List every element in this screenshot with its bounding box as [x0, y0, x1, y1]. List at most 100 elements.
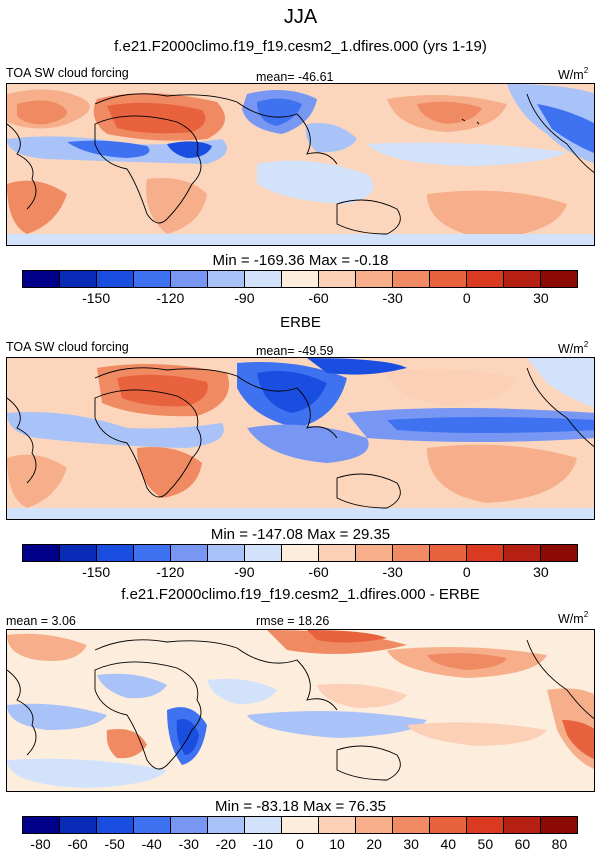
colorbar-segment [97, 817, 134, 833]
colorbar-tick-label: -60 [308, 564, 329, 580]
colorbar-tick-label: -120 [156, 290, 185, 306]
colorbar-tick-label: -10 [252, 836, 274, 852]
panel1-mean-label: mean= -46.61 [256, 70, 334, 84]
colorbar-segment [541, 271, 577, 287]
colorbar-tick-label: -30 [382, 564, 403, 580]
panel1-colorbar [22, 270, 578, 288]
colorbar-segment [430, 817, 467, 833]
colorbar-tick-label: -80 [30, 836, 51, 852]
panel2-colorbar [22, 544, 578, 562]
panel2-variable-label: TOA SW cloud forcing [6, 340, 129, 354]
colorbar-segment [245, 817, 282, 833]
colorbar-segment [319, 271, 356, 287]
colorbar-tick-label: -30 [178, 836, 199, 852]
colorbar-segment [356, 271, 393, 287]
panel3-map [6, 629, 595, 792]
colorbar-segment [134, 271, 171, 287]
colorbar-tick-label: -150 [82, 290, 111, 306]
colorbar-tick-label: 0 [462, 564, 471, 580]
panel1-units: W/m2 [558, 66, 589, 82]
panel2-case-title: ERBE [280, 314, 321, 331]
colorbar-segment [60, 545, 97, 561]
colorbar-segment [504, 545, 541, 561]
colorbar-tick-label: 10 [329, 836, 345, 852]
colorbar-tick-label: -150 [82, 564, 111, 580]
panel2-map [6, 357, 595, 520]
panel2-mean-label: mean= -49.59 [256, 344, 334, 358]
colorbar-segment [60, 817, 97, 833]
colorbar-tick-label: 80 [551, 836, 568, 852]
panel3-contours [7, 630, 594, 788]
colorbar-tick-label: -30 [382, 290, 403, 306]
colorbar-segment [208, 545, 245, 561]
panel3-coastlines [7, 639, 594, 781]
season-title: JJA [283, 6, 318, 28]
panel2-contours [7, 358, 594, 519]
colorbar-tick-label: 0 [462, 290, 471, 306]
colorbar-segment [319, 817, 356, 833]
panel1-contours [7, 84, 594, 245]
colorbar-segment [23, 271, 60, 287]
colorbar-tick-label: 0 [296, 836, 304, 852]
panel3-colorbar [22, 816, 578, 834]
colorbar-segment [467, 271, 504, 287]
colorbar-tick-label: -50 [104, 836, 125, 852]
colorbar-segment [467, 545, 504, 561]
colorbar-segment [393, 271, 430, 287]
colorbar-segment [356, 545, 393, 561]
colorbar-segment [171, 545, 208, 561]
colorbar-segment [208, 817, 245, 833]
colorbar-segment [23, 817, 60, 833]
panel3-mean-label: mean = 3.06 [6, 614, 76, 628]
colorbar-tick-label: 50 [477, 836, 494, 852]
colorbar-segment [541, 817, 577, 833]
colorbar-tick-label: -90 [234, 290, 255, 306]
colorbar-segment [541, 545, 577, 561]
colorbar-tick-label: -90 [234, 564, 255, 580]
colorbar-tick-label: 40 [440, 836, 457, 852]
colorbar-segment [23, 545, 60, 561]
panel2-minmax: Min = -147.08 Max = 29.35 [210, 526, 391, 543]
panel3-minmax: Min = -83.18 Max = 76.35 [215, 798, 386, 815]
panel1-map [6, 83, 595, 246]
colorbar-segment [245, 271, 282, 287]
colorbar-tick-label: 30 [533, 564, 549, 580]
panel2-coastlines [7, 367, 594, 509]
colorbar-segment [430, 545, 467, 561]
colorbar-segment [171, 817, 208, 833]
colorbar-tick-label: 20 [366, 836, 382, 852]
colorbar-tick-label: -60 [67, 836, 88, 852]
colorbar-segment [467, 817, 504, 833]
colorbar-segment [282, 271, 319, 287]
colorbar-segment [504, 271, 541, 287]
colorbar-segment [282, 545, 319, 561]
panel3-colorbar-ticks: -80 -60 -50 -40 -30 -20 -10 0 10 20 30 40 50 60 80 [22, 836, 578, 852]
colorbar-tick-label: 60 [514, 836, 531, 852]
colorbar-tick-label: -60 [308, 290, 329, 306]
colorbar-tick-label: 30 [403, 836, 419, 852]
panel1-minmax: Min = -169.36 Max = -0.18 [212, 252, 389, 269]
colorbar-segment [60, 271, 97, 287]
colorbar-tick-label: -120 [156, 564, 185, 580]
panel3-case-title: f.e21.F2000climo.f19_f19.cesm2_1.dfires.… [121, 586, 480, 603]
panel1-coastlines [7, 93, 594, 235]
panel1-case-title: f.e21.F2000climo.f19_f19.cesm2_1.dfires.… [114, 38, 487, 55]
colorbar-segment [97, 271, 134, 287]
colorbar-segment [97, 545, 134, 561]
panel1-colorbar-ticks: -150 -120 -90 -60 -30 0 30 [22, 290, 578, 306]
colorbar-segment [356, 817, 393, 833]
panel1-variable-label: TOA SW cloud forcing [6, 66, 129, 80]
colorbar-tick-label: 30 [533, 290, 549, 306]
panel2-units: W/m2 [558, 340, 589, 356]
colorbar-segment [393, 545, 430, 561]
panel2-colorbar-ticks: -150 -120 -90 -60 -30 0 30 [22, 564, 578, 580]
colorbar-segment [430, 271, 467, 287]
colorbar-tick-label: -20 [215, 836, 236, 852]
colorbar-segment [282, 817, 319, 833]
colorbar-segment [319, 545, 356, 561]
colorbar-segment [245, 545, 282, 561]
panel3-rmse-label: rmse = 18.26 [256, 614, 330, 628]
colorbar-segment [393, 817, 430, 833]
colorbar-segment [134, 817, 171, 833]
colorbar-segment [208, 271, 245, 287]
